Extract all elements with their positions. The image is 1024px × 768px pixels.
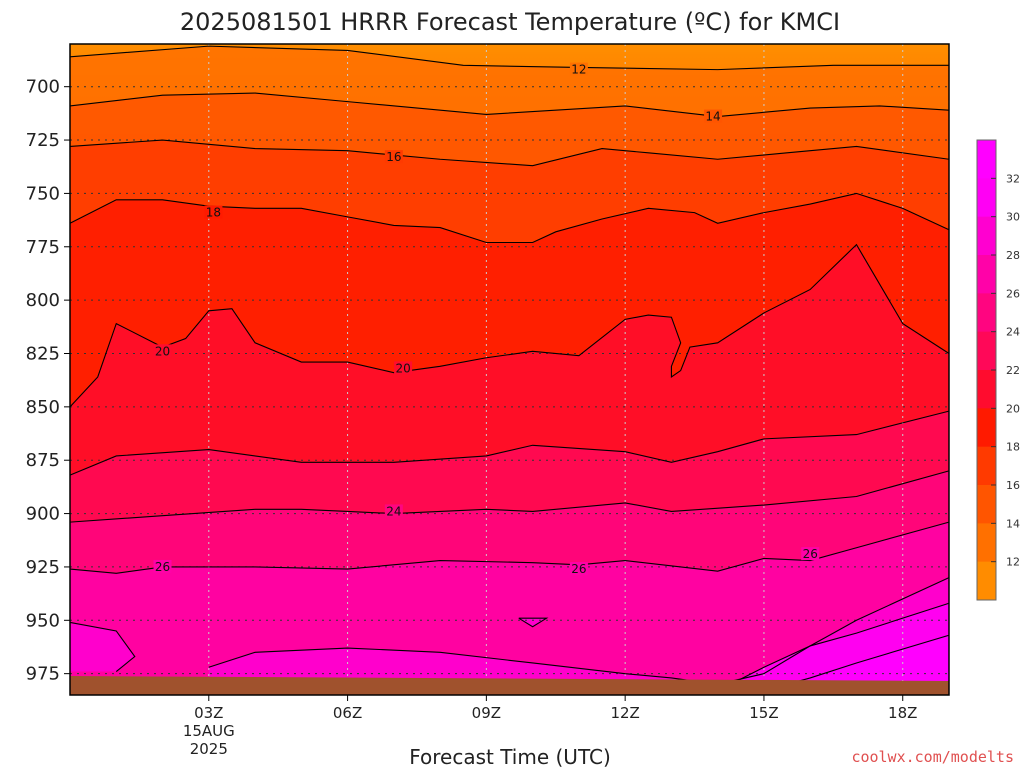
chart-title: 2025081501 HRRR Forecast Temperature (ºC…	[180, 8, 840, 36]
y-tick-label-775: 775	[26, 237, 60, 258]
colorbar-swatch-0	[977, 140, 996, 179]
colorbar-label-16: 16	[1006, 479, 1020, 492]
colorbar-swatch-7	[977, 408, 996, 448]
colorbar-label-30: 30	[1006, 211, 1020, 224]
y-tick-label-850: 850	[26, 397, 60, 418]
y-tick-label-975: 975	[26, 664, 60, 685]
x-tick-sublabel-1: 2025	[190, 740, 228, 758]
temp-pocket-28-1	[208, 577, 949, 695]
colorbar-label-26: 26	[1006, 287, 1020, 300]
plot-frame	[69, 43, 950, 696]
contour-label-bg-1	[704, 109, 723, 123]
contour-16-2	[69, 139, 950, 167]
contour-30-14	[717, 602, 950, 692]
y-tick-label-925: 925	[26, 557, 60, 578]
contour-label-bg-7	[384, 504, 403, 518]
y-tick-label-875: 875	[26, 450, 60, 471]
x-tick-label-15Z: 15Z	[749, 704, 778, 722]
y-tick-label-900: 900	[26, 504, 60, 525]
x-tick-label-18Z: 18Z	[888, 704, 917, 722]
contour-label-18: 18	[206, 206, 221, 220]
colorbar-swatch-10	[977, 523, 996, 563]
contour-12-0	[69, 45, 949, 71]
contour-label-16: 16	[386, 150, 401, 164]
contour-label-12: 12	[571, 63, 586, 77]
y-tick-label-725: 725	[26, 130, 60, 151]
x-tick-label-09Z: 09Z	[472, 704, 501, 722]
colorbar-label-28: 28	[1006, 249, 1020, 262]
contour-26-8	[69, 521, 950, 574]
colorbar-swatch-1	[977, 178, 996, 218]
colorbar-swatch-3	[977, 255, 996, 294]
x-tick-label-12Z: 12Z	[610, 704, 639, 722]
contour-label-bg-3	[204, 205, 223, 219]
colorbar-swatch-9	[977, 485, 996, 524]
colorbar-label-20: 20	[1006, 402, 1020, 415]
y-tick-label-750: 750	[26, 183, 60, 204]
y-tick-label-700: 700	[26, 77, 60, 98]
contour-label-bg-2	[384, 150, 403, 164]
colorbar-label-14: 14	[1006, 517, 1020, 530]
plot-area: 12 14 16 18 20 20 24 26 26 26	[69, 43, 950, 696]
contour-label-20: 20	[395, 361, 410, 375]
contour-20-4	[69, 243, 950, 408]
colorbar-label-32: 32	[1006, 172, 1020, 185]
contour-24-7	[69, 470, 950, 523]
contour-14-1	[69, 92, 950, 118]
contour-label-bg-4	[153, 344, 172, 358]
contour-label-20: 20	[155, 344, 170, 358]
contour-22-6	[69, 410, 950, 476]
y-tick-label-800: 800	[26, 290, 60, 311]
colorbar-label-18: 18	[1006, 441, 1020, 454]
contour-label-bg-10	[801, 547, 820, 561]
contour-label-bg-9	[569, 562, 588, 576]
colorbar-swatch-8	[977, 446, 996, 486]
colorbar-swatch-4	[977, 293, 996, 333]
contour-28-13	[518, 617, 549, 628]
colorbar-swatch-2	[977, 216, 996, 256]
colorbar-swatch-5	[977, 331, 996, 371]
contour-label-26: 26	[571, 562, 586, 576]
y-tick-label-825: 825	[26, 343, 60, 364]
colorbar-swatch-6	[977, 370, 996, 409]
contour-label-bg-5	[394, 361, 413, 375]
contour-18-3	[69, 192, 950, 244]
colorbar-swatch-11	[977, 561, 996, 601]
contour-28-12	[208, 577, 950, 685]
x-tick-sublabel-0: 15AUG	[183, 722, 235, 740]
contour-label-14: 14	[705, 110, 720, 124]
credit-link[interactable]: coolwx.com/modelts	[851, 748, 1014, 766]
contour-label-bg-8	[153, 559, 172, 573]
contour-label-bg-0	[569, 62, 588, 76]
x-axis-label: Forecast Time (UTC)	[409, 745, 611, 768]
contour-28-11	[69, 621, 136, 672]
y-axis: 700 725 750 775 800 825 850 875 900 925 950 975	[26, 77, 70, 685]
colorbar: 12 14 16 18 20 22 24 26 28 30 32	[976, 139, 1020, 601]
ground-surface	[70, 676, 949, 695]
colorbar-label-22: 22	[1006, 364, 1020, 377]
x-tick-label-06Z: 06Z	[333, 704, 362, 722]
contour-label-24: 24	[386, 504, 401, 518]
y-tick-label-950: 950	[26, 610, 60, 631]
colorbar-label-24: 24	[1006, 326, 1020, 339]
contour-label-26: 26	[803, 547, 818, 561]
contour-label-26: 26	[155, 560, 170, 574]
x-tick-label-03Z: 03Z	[194, 704, 223, 722]
colorbar-label-12: 12	[1006, 556, 1020, 569]
